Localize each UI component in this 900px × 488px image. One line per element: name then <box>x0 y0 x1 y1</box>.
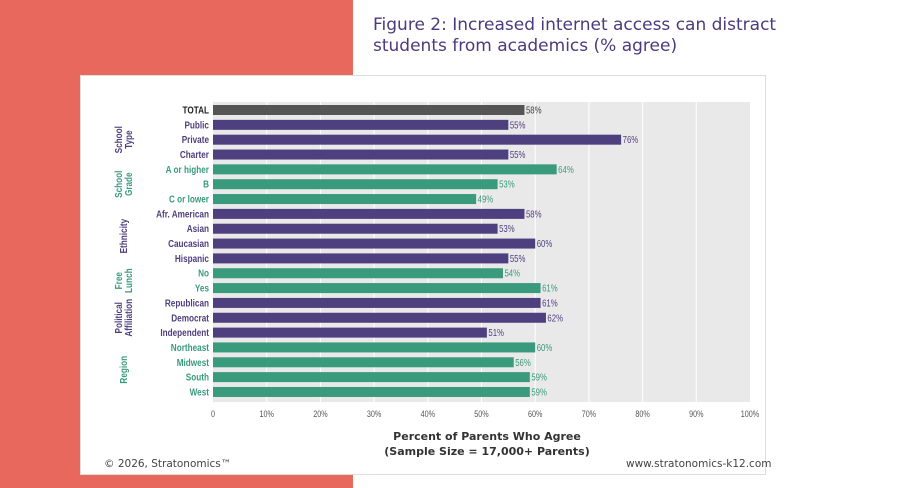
data-label: 58% <box>526 208 542 219</box>
category-label: Independent <box>160 326 209 338</box>
data-label: 60% <box>537 238 553 249</box>
title-line-2: students from academics (% agree) <box>373 36 678 56</box>
bar <box>213 283 541 294</box>
x-tick-label: 80% <box>635 409 649 419</box>
data-label: 61% <box>542 297 558 308</box>
title-line-1: Figure 2: Increased internet access can … <box>373 15 777 35</box>
category-label: Asian <box>187 222 210 234</box>
bar <box>213 253 509 264</box>
x-tick-label: 100% <box>741 409 759 419</box>
x-tick-label: 20% <box>313 409 327 419</box>
category-label: Republican <box>165 296 209 308</box>
category-label: Private <box>182 133 209 145</box>
category-label: B <box>203 178 209 190</box>
x-tick-label: 30% <box>367 409 381 419</box>
bar <box>213 327 487 338</box>
x-tick-label: 90% <box>689 409 703 419</box>
data-label: 59% <box>531 372 547 383</box>
data-label: 61% <box>542 283 558 294</box>
group-label: School <box>112 171 124 198</box>
group-label: Type <box>122 130 134 148</box>
data-label: 54% <box>504 268 520 279</box>
data-label: 53% <box>499 223 515 234</box>
category-label: Democrat <box>171 311 209 323</box>
x-axis-label: Percent of Parents Who Agree <box>393 430 581 443</box>
category-label: West <box>190 385 210 397</box>
data-label: 60% <box>537 342 553 353</box>
x-tick-label: 40% <box>421 409 435 419</box>
group-label: Lunch <box>122 268 134 293</box>
bar <box>213 268 503 279</box>
bar <box>213 194 477 205</box>
category-label: Northeast <box>171 341 210 353</box>
bar <box>213 134 622 145</box>
x-tick-label: 70% <box>582 409 596 419</box>
category-label: C or lower <box>169 193 209 205</box>
bar <box>213 312 546 323</box>
data-label: 58% <box>526 105 542 116</box>
category-label: Hispanic <box>175 252 209 264</box>
data-label: 55% <box>510 253 526 264</box>
x-tick-label: 0 <box>211 409 215 419</box>
category-label: No <box>198 267 209 279</box>
category-label: TOTAL <box>182 103 209 115</box>
bar <box>213 119 509 130</box>
group-label: Free <box>112 272 124 289</box>
bar <box>213 297 541 308</box>
category-label: Public <box>184 118 209 130</box>
category-label: Caucasian <box>168 237 209 249</box>
group-label: Affiliation <box>122 299 134 337</box>
group-label: Political <box>112 302 124 333</box>
figure-title: Figure 2: Increased internet access can … <box>373 15 776 57</box>
data-label: 49% <box>478 194 494 205</box>
data-label: 56% <box>515 357 531 368</box>
data-label: 55% <box>510 149 526 160</box>
x-tick-label: 10% <box>260 409 274 419</box>
bar <box>213 149 509 160</box>
group-label: School <box>112 126 124 153</box>
bar <box>213 208 525 219</box>
x-tick-label: 60% <box>528 409 542 419</box>
bar <box>213 372 530 383</box>
category-label: South <box>186 371 209 383</box>
data-label: 53% <box>499 179 515 190</box>
copyright: © 2026, Stratonomics™ <box>104 458 232 470</box>
data-label: 59% <box>531 387 547 398</box>
data-label: 51% <box>488 327 504 338</box>
data-label: 64% <box>558 164 574 175</box>
group-label: Grade <box>122 172 134 196</box>
website: www.stratonomics-k12.com <box>626 458 772 470</box>
data-label: 76% <box>623 134 639 145</box>
bar <box>213 386 530 397</box>
bar <box>213 164 557 175</box>
bar <box>213 357 514 368</box>
category-label: Midwest <box>177 356 210 368</box>
group-label: Region <box>117 356 129 384</box>
bar <box>213 223 498 234</box>
x-axis-sublabel: (Sample Size = 17,000+ Parents) <box>384 445 589 458</box>
x-tick-label: 50% <box>474 409 488 419</box>
data-label: 62% <box>547 312 563 323</box>
bar <box>213 342 536 353</box>
category-label: A or higher <box>166 163 210 175</box>
bar <box>213 238 536 249</box>
category-label: Charter <box>180 148 209 160</box>
category-label: Yes <box>195 282 209 294</box>
bar <box>213 105 525 115</box>
bar <box>213 179 498 190</box>
category-label: Afr. American <box>156 207 209 219</box>
group-label: Ethnicity <box>117 218 129 253</box>
data-label: 55% <box>510 119 526 130</box>
